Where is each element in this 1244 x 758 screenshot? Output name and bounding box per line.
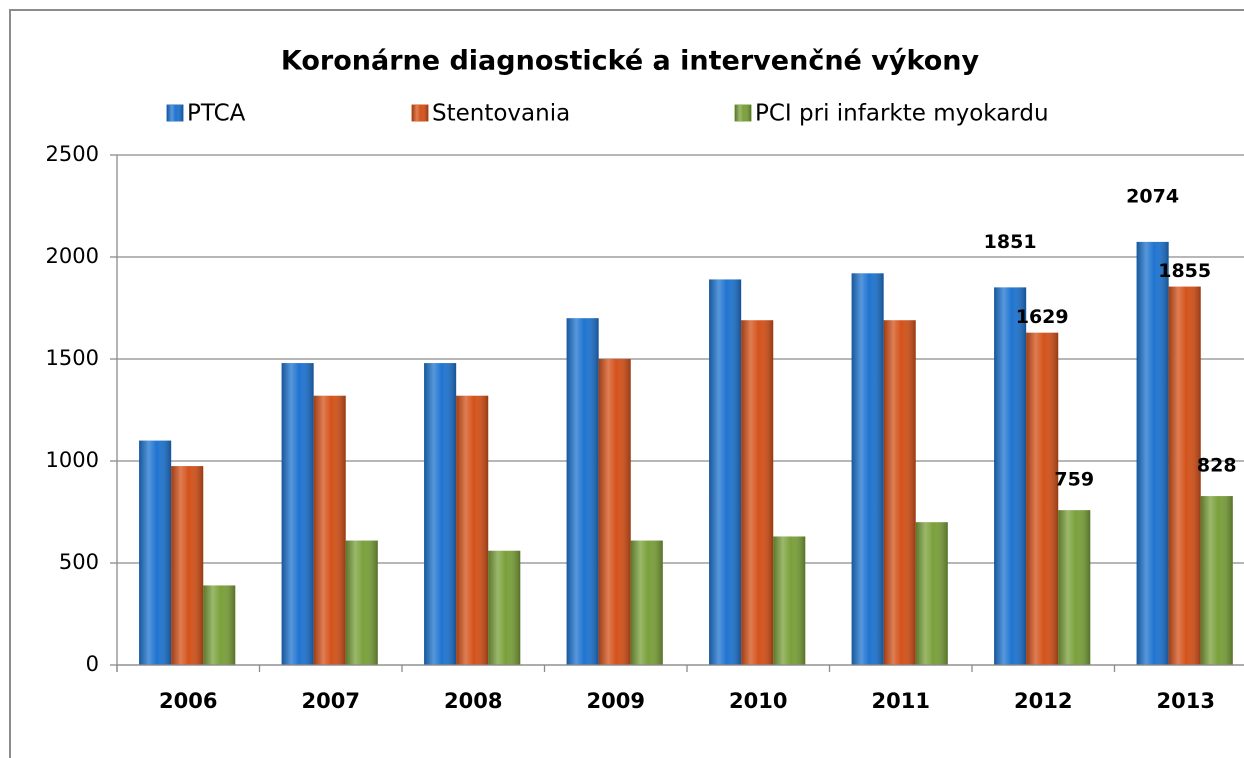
bar-shade <box>488 550 521 665</box>
bar-shade <box>851 273 884 665</box>
x-tick-label: 2008 <box>444 689 502 713</box>
y-tick-label: 1500 <box>46 346 99 370</box>
x-tick-label: 2011 <box>872 689 930 713</box>
data-label: 1851 <box>984 231 1037 253</box>
bar-shade <box>566 318 599 665</box>
x-tick-label: 2013 <box>1157 689 1215 713</box>
bar-shade <box>709 279 742 665</box>
bar-shade <box>313 395 346 665</box>
bar-shade <box>994 287 1027 665</box>
legend-swatch-shade <box>412 105 428 121</box>
data-label: 1855 <box>1158 260 1211 282</box>
legend-label: Stentovania <box>432 101 570 127</box>
data-label: 2074 <box>1126 185 1179 207</box>
bar-shade <box>281 363 314 665</box>
bar-shade <box>456 395 489 665</box>
legend-label: PCI pri infarkte myokardu <box>755 101 1049 127</box>
data-label: 759 <box>1054 469 1094 491</box>
bar-shade <box>139 440 172 665</box>
x-tick-label: 2012 <box>1014 689 1072 713</box>
bar-shade <box>741 320 774 665</box>
bar-shade <box>883 320 916 665</box>
x-tick-label: 2006 <box>159 689 217 713</box>
y-tick-label: 1000 <box>46 448 99 472</box>
bar-shade <box>630 540 663 665</box>
legend-swatch-shade <box>735 105 751 121</box>
legend-swatch-shade <box>167 105 183 121</box>
bar-shade <box>1026 332 1059 665</box>
y-tick-label: 500 <box>59 550 99 574</box>
bar-shade <box>424 363 457 665</box>
bar-shade <box>1136 241 1169 666</box>
bar-shade <box>1058 510 1091 665</box>
x-tick-label: 2009 <box>587 689 645 713</box>
chart-frame <box>9 9 1244 758</box>
bar-shade <box>345 540 378 665</box>
y-tick-label: 2000 <box>46 244 99 268</box>
bar-shade <box>773 536 806 665</box>
bar-shade <box>1200 496 1233 665</box>
x-tick-label: 2010 <box>729 689 787 713</box>
bar-shade <box>598 359 631 665</box>
y-tick-label: 0 <box>86 652 99 676</box>
y-tick-label: 2500 <box>46 142 99 166</box>
bar-shade <box>1168 286 1201 665</box>
bar-shade <box>203 585 236 665</box>
x-tick-label: 2007 <box>302 689 360 713</box>
legend-label: PTCA <box>187 101 246 127</box>
bar-shade <box>171 466 204 665</box>
chart-title: Koronárne diagnostické a intervenčné výk… <box>281 46 980 77</box>
data-label: 1629 <box>1016 306 1069 328</box>
data-label: 828 <box>1197 455 1237 477</box>
bar-shade <box>915 522 948 665</box>
